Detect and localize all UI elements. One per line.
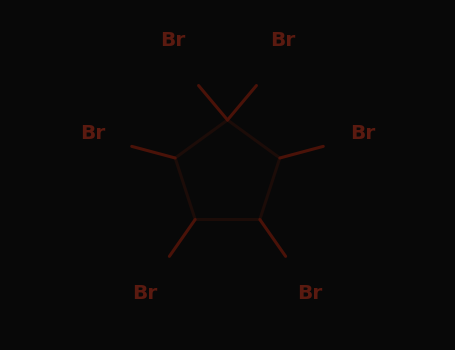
Text: Br: Br — [270, 31, 295, 50]
Text: Br: Br — [160, 31, 185, 50]
Text: Br: Br — [297, 285, 323, 303]
Text: Br: Br — [132, 285, 158, 303]
Text: Br: Br — [350, 124, 375, 142]
Text: Br: Br — [80, 124, 105, 142]
